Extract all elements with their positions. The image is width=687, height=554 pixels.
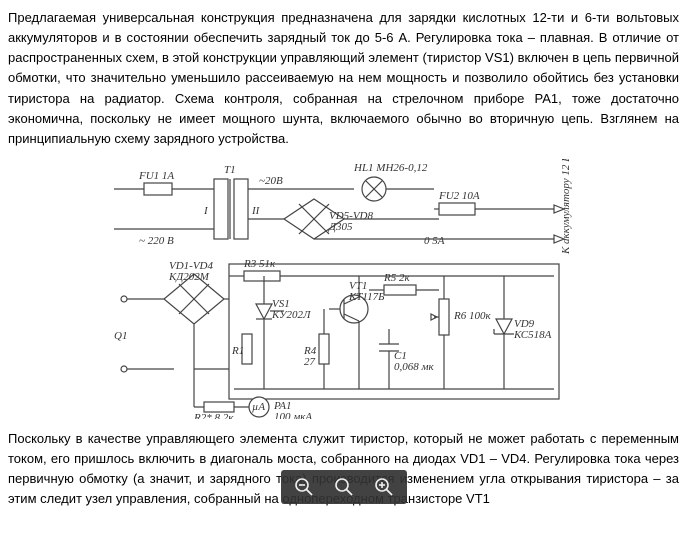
label-fu2: FU2 10А <box>438 190 480 202</box>
label-208: ~20В <box>259 175 283 187</box>
label-scale: 0 5А <box>424 235 445 247</box>
label-i: I <box>203 205 209 217</box>
label-r5: R5 2к <box>383 272 410 284</box>
label-fu1: FU1 1А <box>138 170 174 182</box>
label-r6: R6 100к <box>453 310 491 322</box>
label-vd1: VD1-VD4КД202М <box>168 260 213 283</box>
label-ua: µА <box>252 401 265 413</box>
label-r3: R3 51к <box>243 258 276 270</box>
label-r4: R427 <box>303 345 317 368</box>
label-pa1: PA1100 мкА <box>273 400 312 419</box>
zoom-reset-button[interactable] <box>333 476 355 498</box>
paragraph-intro: Предлагаемая универсальная конструкция п… <box>8 8 679 149</box>
zoom-out-button[interactable] <box>293 476 315 498</box>
label-out: К аккумулятору 12 В <box>560 159 572 255</box>
circuit-schematic: FU1 1А Т1 I II ~20В ~ 220 В HL1 МН26-0,1… <box>94 159 594 419</box>
viewer-toolbar <box>281 470 407 504</box>
label-220v: ~ 220 В <box>139 235 174 247</box>
minus-magnifier-icon <box>294 477 314 497</box>
label-t1: Т1 <box>224 164 236 176</box>
label-r1: R1 <box>231 345 244 357</box>
label-vd5: VD5-VD8Д305 <box>328 210 373 233</box>
label-q1: Q1 <box>114 330 127 342</box>
plus-magnifier-icon <box>374 477 394 497</box>
label-ii: II <box>251 205 261 217</box>
magnifier-icon <box>334 477 354 497</box>
label-hl1: HL1 МН26-0,12 <box>353 162 428 174</box>
label-r2: R2* 8,2к <box>193 412 234 419</box>
zoom-in-button[interactable] <box>373 476 395 498</box>
